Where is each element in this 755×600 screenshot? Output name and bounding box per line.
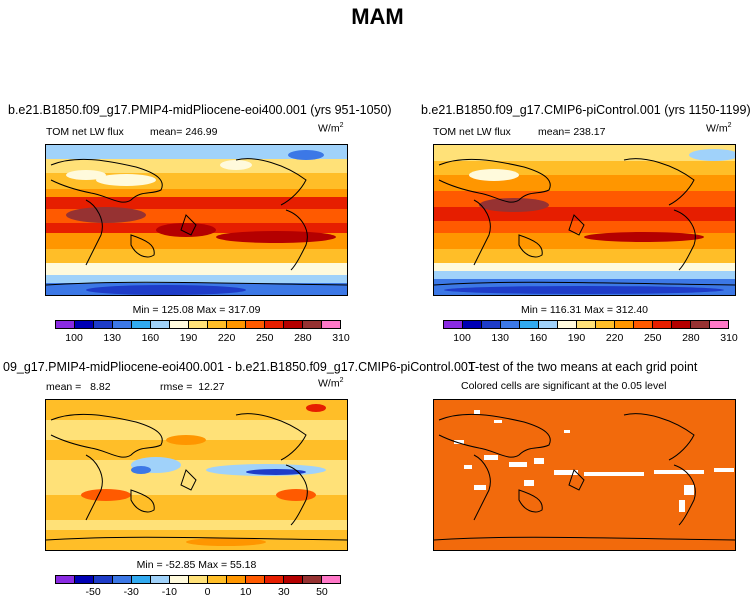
colorbar-tick-label: 160 (141, 332, 160, 344)
colorbar-swatch (56, 321, 75, 328)
colorbar-swatch (208, 321, 227, 328)
colorbar-swatch (558, 321, 577, 328)
map-bottom-left (45, 399, 348, 551)
colorbar-tick-label: 100 (65, 332, 83, 344)
colorbar-swatch (284, 576, 303, 583)
colorbar-swatch (691, 321, 710, 328)
colorbar-swatch (577, 321, 596, 328)
colorbar-tick-label: 190 (567, 332, 586, 344)
colorbar-tick-label: -30 (123, 586, 139, 598)
colorbar-swatch (322, 321, 340, 328)
map-top-left (45, 144, 348, 296)
panel-title-top-left: b.e21.B1850.f09_g17.PMIP4-midPliocene-eo… (8, 103, 392, 117)
colorbar-swatch (170, 321, 189, 328)
colorbar-swatch (189, 321, 208, 328)
mean-label-bottom-left: mean = 8.82 (46, 381, 111, 393)
colorbar-swatch (596, 321, 615, 328)
minmax-top-left: Min = 125.08 Max = 317.09 (132, 304, 261, 316)
colorbar-tick-label: 130 (103, 332, 121, 344)
colorbar-swatch (653, 321, 672, 328)
colorbar-tick-label: 0 (204, 586, 211, 598)
colorbar-tick-label: 310 (332, 332, 350, 344)
colorbar-swatch (303, 576, 322, 583)
colorbar-swatch (56, 576, 75, 583)
colorbar-top-left (55, 320, 341, 329)
panel-title-bottom-right: T-test of the two means at each grid poi… (468, 360, 698, 374)
colorbar-swatch (265, 576, 284, 583)
figure-title: MAM (351, 4, 404, 29)
units-top-right: W/m2 (706, 122, 732, 135)
colorbar-swatch (189, 576, 208, 583)
variable-label-top-left: TOM net LW flux (46, 126, 124, 138)
colorbar-swatch (132, 576, 151, 583)
colorbar-swatch (75, 576, 94, 583)
colorbar-swatch (75, 321, 94, 328)
colorbar-swatch (265, 321, 284, 328)
colorbar-swatch (227, 576, 246, 583)
panel-title-bottom-left: 09_g17.PMIP4-midPliocene-eoi400.001 - b.… (3, 360, 475, 374)
colorbar-swatch (94, 576, 113, 583)
colorbar-swatch (113, 321, 132, 328)
colorbar-swatch (170, 576, 189, 583)
colorbar-tick-label: 160 (529, 332, 548, 344)
units-top-left: W/m2 (318, 122, 344, 135)
colorbar-tick-label: 30 (277, 586, 290, 598)
minmax-top-right: Min = 116.31 Max = 312.40 (520, 304, 649, 316)
colorbar-tick-label: 100 (453, 332, 471, 344)
colorbar-swatch (208, 576, 227, 583)
map-bottom-right (433, 399, 736, 551)
minmax-bottom-left: Min = -52.85 Max = 55.18 (136, 559, 257, 571)
map-top-right (433, 144, 736, 296)
panel-title-top-right: b.e21.B1850.f09_g17.CMIP6-piControl.001 … (421, 103, 751, 117)
colorbar-ticks-bottom-left: -50 -30 -10 0 10 30 50 (55, 586, 341, 598)
colorbar-swatch (151, 321, 170, 328)
colorbar-swatch (303, 321, 322, 328)
colorbar-swatch (94, 321, 113, 328)
mean-label-top-right: mean= 238.17 (538, 126, 606, 138)
colorbar-top-right (443, 320, 729, 329)
colorbar-ticks-top-left: 100 130 160 190 220 250 280 310 (55, 332, 349, 344)
colorbar-swatch (227, 321, 246, 328)
colorbar-tick-label: 280 (682, 332, 700, 344)
colorbar-swatch (710, 321, 728, 328)
colorbar-swatch (501, 321, 520, 328)
colorbar-swatch (539, 321, 558, 328)
colorbar-tick-label: -50 (85, 586, 101, 598)
colorbar-swatch (615, 321, 634, 328)
colorbar-tick-label: 10 (239, 586, 252, 598)
rmse-label-bottom-left: rmse = 12.27 (160, 381, 225, 393)
colorbar-tick-label: 50 (316, 586, 328, 598)
units-bottom-left: W/m2 (318, 377, 344, 390)
colorbar-swatch (444, 321, 463, 328)
colorbar-swatch (113, 576, 132, 583)
variable-label-top-right: TOM net LW flux (433, 126, 511, 138)
colorbar-swatch (246, 321, 265, 328)
colorbar-swatch (322, 576, 340, 583)
colorbar-bottom-left (55, 575, 341, 584)
colorbar-swatch (151, 576, 170, 583)
panel-subtitle-bottom-right: Colored cells are significant at the 0.0… (461, 380, 667, 392)
colorbar-tick-label: 130 (491, 332, 509, 344)
colorbar-swatch (672, 321, 691, 328)
colorbar-swatch (634, 321, 653, 328)
colorbar-swatch (132, 321, 151, 328)
colorbar-swatch (520, 321, 539, 328)
colorbar-ticks-top-right: 100 130 160 190 220 250 280 310 (443, 332, 737, 344)
colorbar-tick-label: 220 (217, 332, 236, 344)
colorbar-tick-label: 250 (643, 332, 662, 344)
colorbar-tick-label: 190 (179, 332, 198, 344)
mean-label-top-left: mean= 246.99 (150, 126, 218, 138)
colorbar-tick-label: -10 (161, 586, 177, 598)
colorbar-tick-label: 310 (720, 332, 738, 344)
colorbar-swatch (284, 321, 303, 328)
colorbar-tick-label: 220 (605, 332, 624, 344)
colorbar-swatch (482, 321, 501, 328)
colorbar-tick-label: 250 (255, 332, 274, 344)
colorbar-swatch (246, 576, 265, 583)
colorbar-tick-label: 280 (294, 332, 312, 344)
colorbar-swatch (463, 321, 482, 328)
